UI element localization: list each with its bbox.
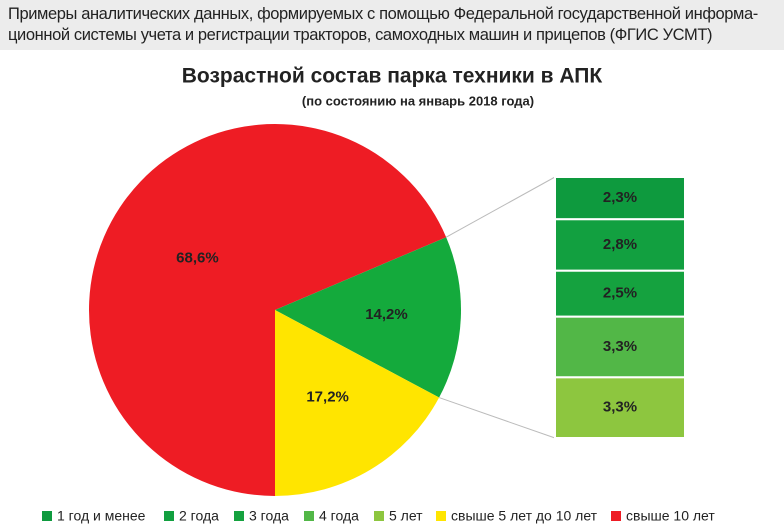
chart-title: Возрастной состав парка техники в АПК: [182, 65, 603, 88]
bar-label: 2,5%: [603, 285, 637, 302]
legend-swatch: [436, 511, 446, 521]
bar-label: 2,8%: [603, 236, 637, 253]
slice-label: 17,2%: [306, 389, 349, 406]
legend-label: 2 года: [179, 508, 219, 524]
header-line: Примеры аналитических данных, формируемы…: [8, 5, 758, 23]
legend-label: 3 года: [249, 508, 289, 524]
bar-segment: [554, 376, 686, 439]
header: Примеры аналитических данных, формируемы…: [0, 0, 784, 50]
legend-swatch: [164, 511, 174, 521]
slice-label: 68,6%: [176, 250, 219, 267]
legend-label: 4 года: [319, 508, 359, 524]
legend-label: 5 лет: [389, 508, 423, 524]
bar-label: 3,3%: [603, 399, 637, 416]
pie-slice: [275, 237, 461, 398]
legend-swatch: [42, 511, 52, 521]
legend-swatch: [611, 511, 621, 521]
chart-subtitle: (по состоянию на январь 2018 года): [302, 93, 534, 108]
slice-label: 14,2%: [365, 306, 408, 323]
legend-swatch: [234, 511, 244, 521]
header-line: ционной системы учета и регистрации трак…: [8, 26, 713, 44]
pie-slice: [275, 310, 440, 496]
legend-swatch: [304, 511, 314, 521]
legend-label: свыше 10 лет: [626, 508, 715, 524]
bar-segment: [554, 315, 686, 379]
connector: [438, 397, 556, 439]
legend-swatch: [374, 511, 384, 521]
bar-label: 2,3%: [603, 189, 637, 206]
connector: [445, 176, 556, 238]
pie-slice: [89, 124, 447, 496]
bar-segment: [554, 269, 686, 318]
bar-label: 3,3%: [603, 338, 637, 355]
legend-label: свыше 5 лет до 10 лет: [451, 508, 598, 524]
legend-label: 1 год и менее: [57, 508, 146, 524]
